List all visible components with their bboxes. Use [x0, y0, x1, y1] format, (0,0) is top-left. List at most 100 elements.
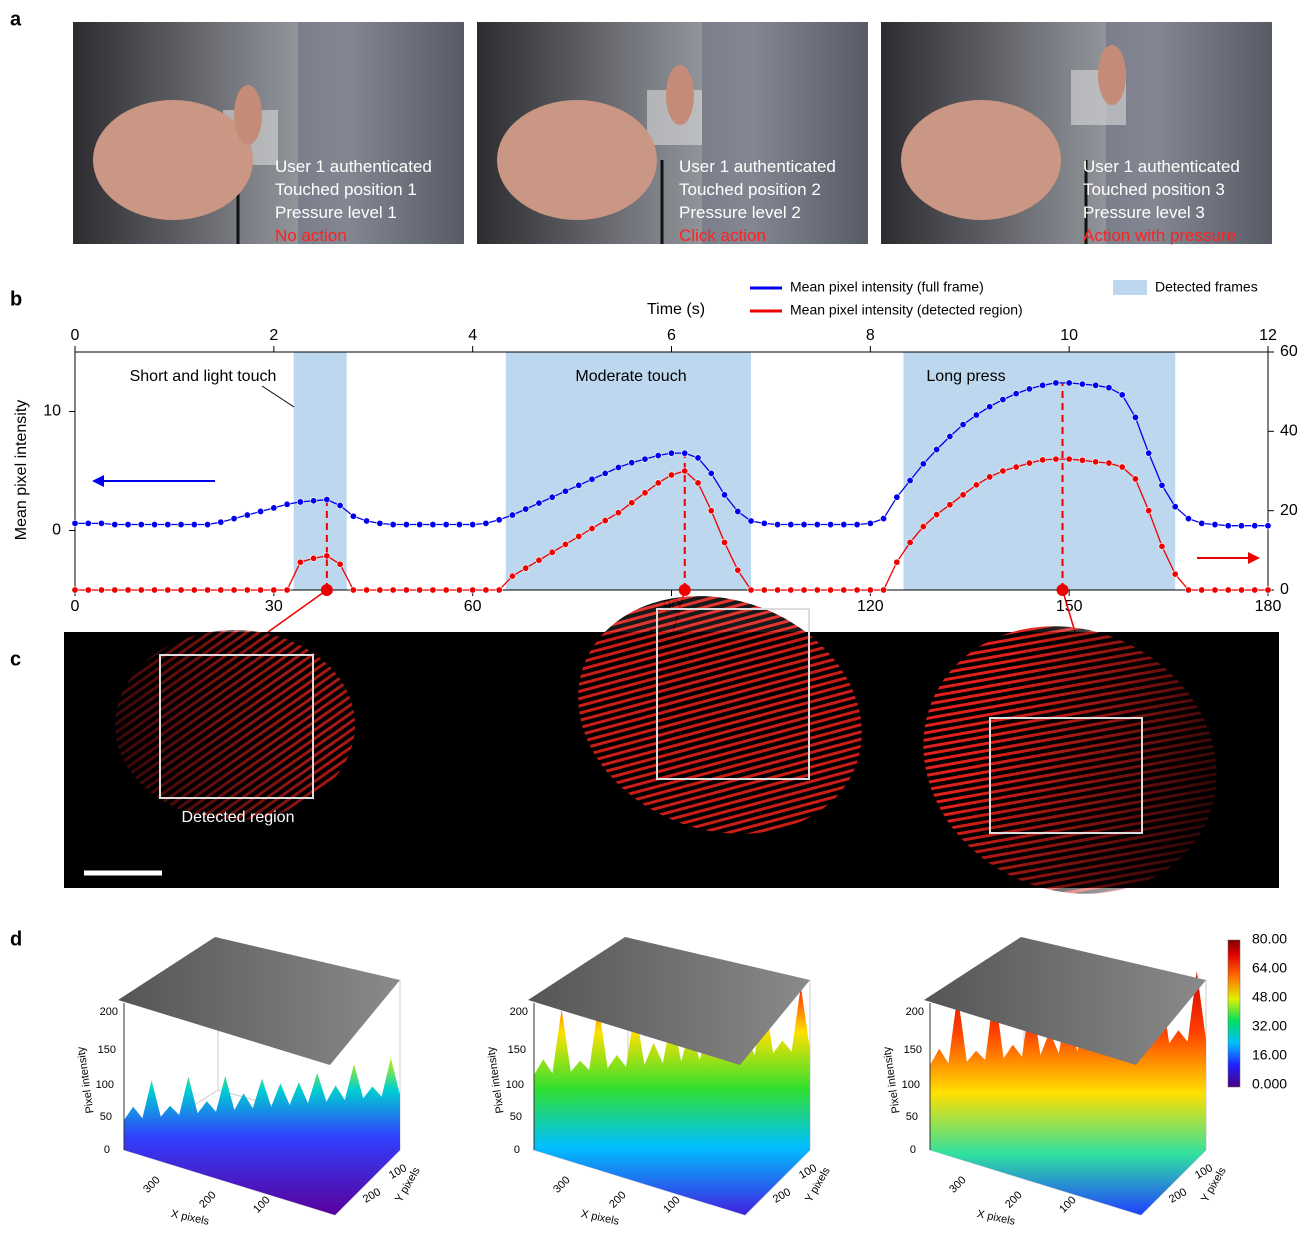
series-point — [1225, 587, 1231, 593]
series-point — [695, 480, 701, 486]
detected-span — [903, 352, 1175, 590]
series-point — [986, 404, 992, 410]
detected-span — [506, 352, 751, 590]
annotation: Moderate touch — [575, 368, 686, 385]
action-text: Action with pressure — [1083, 226, 1236, 245]
z-tick-label: 100 — [96, 1079, 114, 1091]
panel-label: a — [10, 8, 22, 30]
z-tick-label: 0 — [910, 1144, 916, 1156]
series-point — [416, 587, 422, 593]
z-tick-label: 150 — [904, 1044, 922, 1056]
series-point — [854, 521, 860, 527]
panel-c: Detected region — [64, 557, 1279, 941]
series-point — [112, 587, 118, 593]
z-tick-label: 200 — [906, 1006, 924, 1018]
series-point — [1212, 521, 1218, 527]
series-point — [165, 587, 171, 593]
series-point — [1066, 456, 1072, 462]
series-point — [1026, 386, 1032, 392]
series-point — [562, 541, 568, 547]
series-point — [1252, 587, 1258, 593]
z-tick-label: 100 — [902, 1079, 920, 1091]
series-point — [337, 502, 343, 508]
photo: User 1 authenticatedTouched position 2Pr… — [477, 22, 868, 245]
x-tick-label: 120 — [857, 598, 884, 615]
series-point — [1119, 464, 1125, 470]
surface-top-image — [118, 937, 400, 1065]
overlay-text: Pressure level 3 — [1083, 203, 1205, 222]
series-point — [774, 521, 780, 527]
series-point — [629, 500, 635, 506]
colorbar-label: 48.00 — [1252, 989, 1287, 1005]
series-point — [907, 477, 913, 483]
colorbar-label: 32.00 — [1252, 1018, 1287, 1034]
series-point — [522, 565, 528, 571]
series-point — [655, 480, 661, 486]
axis-arrowhead — [92, 475, 104, 487]
series-point — [324, 553, 330, 559]
series-point — [1252, 523, 1258, 529]
x-tick-label: 200 — [197, 1189, 218, 1210]
series-point — [430, 587, 436, 593]
series-point — [85, 587, 91, 593]
series-point — [469, 587, 475, 593]
series-point — [403, 587, 409, 593]
series-point — [735, 567, 741, 573]
series-point — [1079, 381, 1085, 387]
series-point — [920, 461, 926, 467]
series-point — [98, 520, 104, 526]
y2-tick-label: 60 — [1280, 343, 1298, 360]
series-point — [642, 456, 648, 462]
series-point — [390, 521, 396, 527]
series-point — [973, 482, 979, 488]
series-point — [1039, 382, 1045, 388]
z-tick-label: 150 — [98, 1044, 116, 1056]
series-point — [72, 520, 78, 526]
series-point — [933, 446, 939, 452]
series-point — [337, 561, 343, 567]
panel-label: b — [10, 288, 22, 310]
series-point — [1238, 587, 1244, 593]
series-point — [138, 587, 144, 593]
series-point — [271, 587, 277, 593]
series-point — [284, 587, 290, 593]
detected-span — [294, 352, 347, 590]
z-tick-label: 50 — [100, 1111, 112, 1123]
series-point — [231, 515, 237, 521]
series-point — [297, 559, 303, 565]
series-point — [125, 521, 131, 527]
series-point — [1092, 382, 1098, 388]
series-point — [443, 587, 449, 593]
series-point — [1265, 523, 1271, 529]
series-point — [589, 476, 595, 482]
series-point — [509, 573, 515, 579]
series-point — [761, 520, 767, 526]
overlay-text: Pressure level 1 — [275, 203, 397, 222]
series-point — [933, 511, 939, 517]
series-point — [310, 498, 316, 504]
page: {"panel_labels": ["a", "b", "c", "d"], "… — [0, 0, 1309, 1228]
x-tick-label: 180 — [1255, 598, 1282, 615]
series-point — [416, 521, 422, 527]
x-axis-label: X pixels — [170, 1208, 211, 1228]
z-tick-label: 150 — [508, 1044, 526, 1056]
series-point — [1026, 460, 1032, 466]
series-point — [178, 587, 184, 593]
x-tick-label: 300 — [551, 1174, 572, 1195]
series-point — [788, 521, 794, 527]
series-point — [72, 587, 78, 593]
3d-plot: 050100150200Pixel intensity300200100X pi… — [485, 937, 833, 1228]
series-point — [748, 587, 754, 593]
series-point — [602, 470, 608, 476]
legend-swatch — [1113, 280, 1147, 295]
series-point — [576, 533, 582, 539]
series-point — [284, 501, 290, 507]
z-tick-label: 50 — [510, 1111, 522, 1123]
series-point — [350, 587, 356, 593]
x-tick-label: 300 — [141, 1174, 162, 1195]
series-point — [178, 521, 184, 527]
x2-axis-label: Time (s) — [647, 301, 705, 318]
region-label: Detected region — [182, 809, 295, 826]
